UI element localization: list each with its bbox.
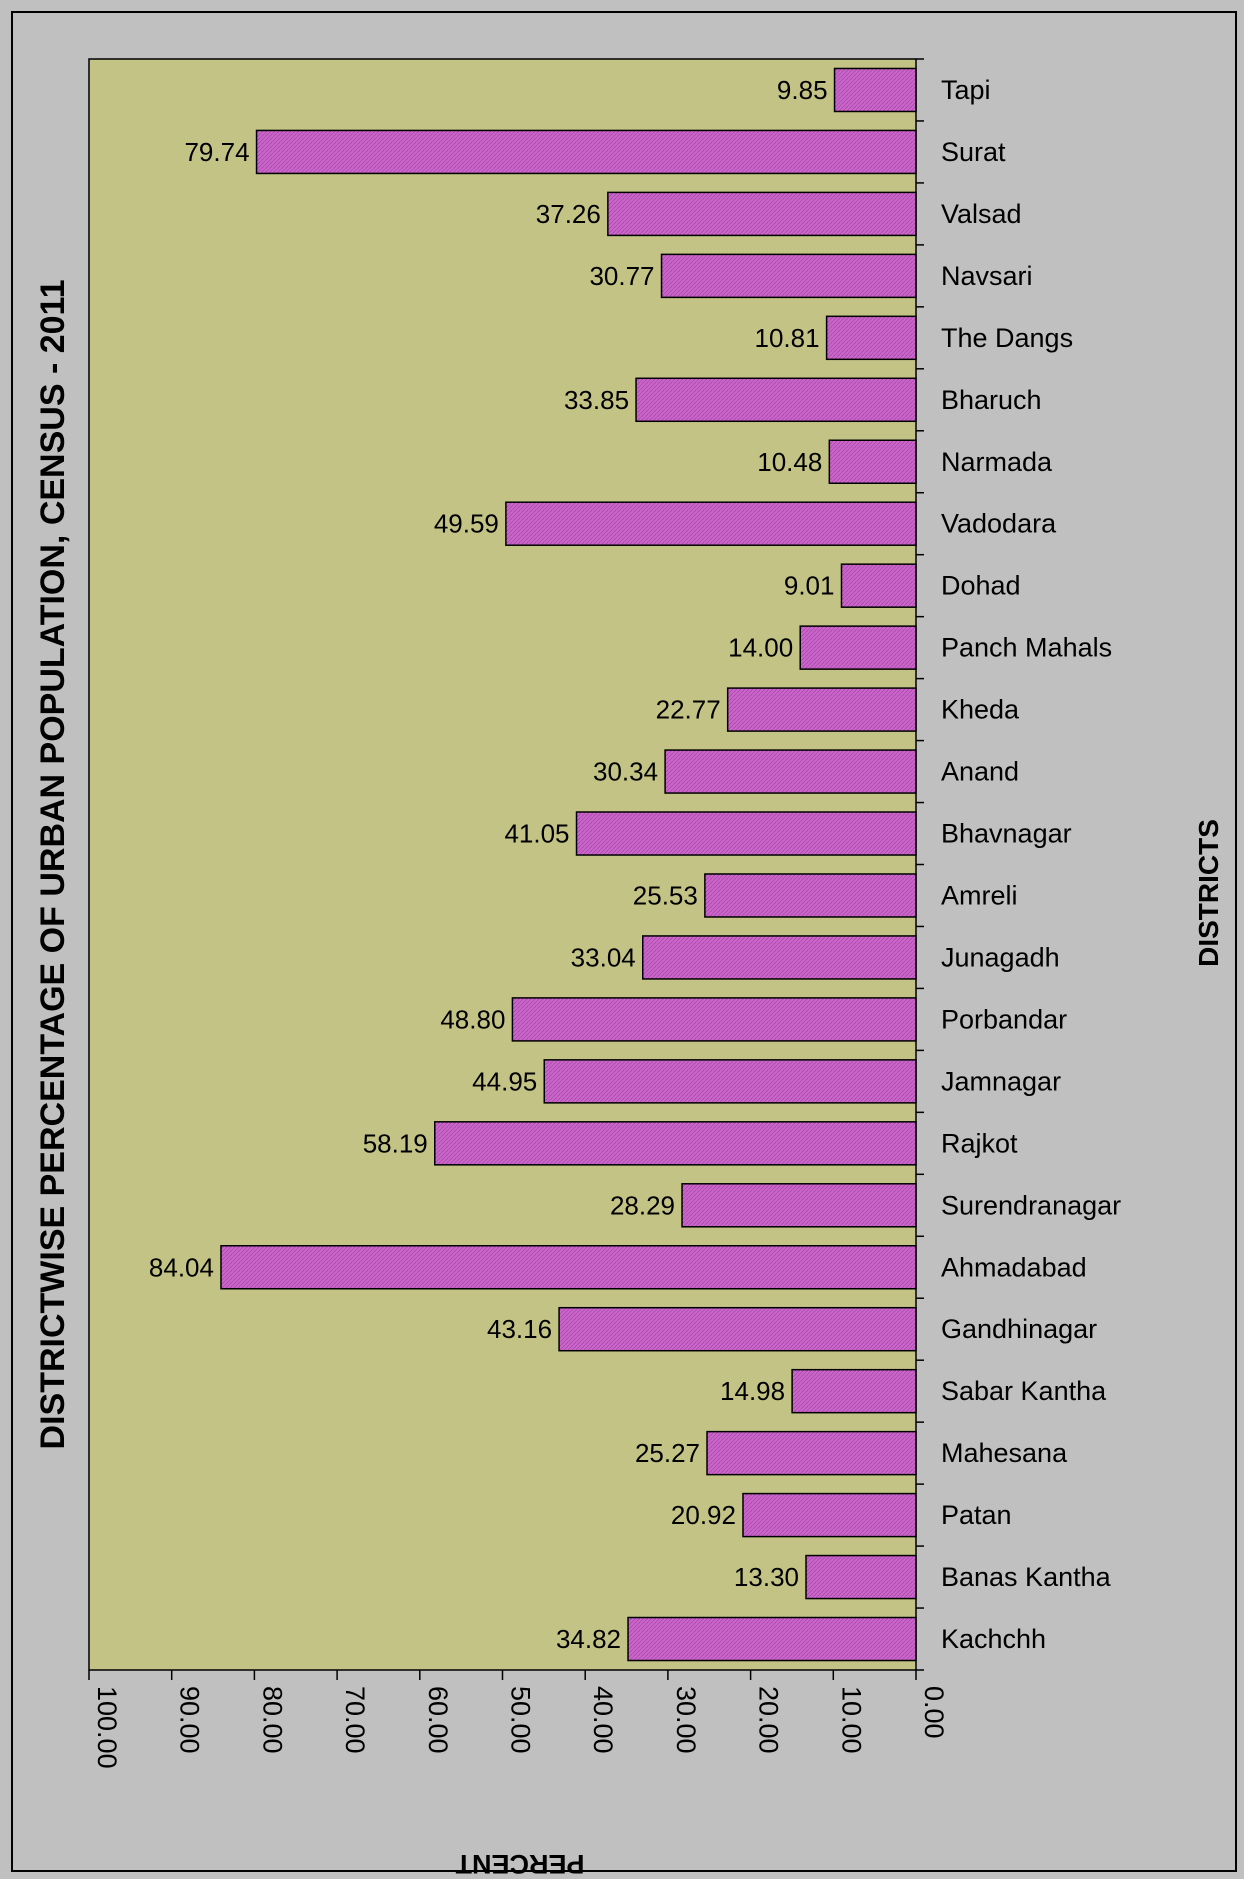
category-label: Patan xyxy=(941,1500,1012,1530)
category-label: Porbandar xyxy=(941,1004,1067,1034)
bar xyxy=(505,501,917,546)
category-label: Vadodara xyxy=(941,509,1057,539)
x-tick-label: 80.00 xyxy=(257,1686,287,1754)
category-label: Amreli xyxy=(941,880,1018,910)
bar xyxy=(255,129,917,175)
category-label: Bharuch xyxy=(941,385,1042,415)
category-label: Rajkot xyxy=(941,1128,1018,1158)
x-tick-label: 20.00 xyxy=(754,1686,784,1754)
value-label: 33.85 xyxy=(564,385,629,415)
bar xyxy=(791,1368,917,1414)
bar xyxy=(607,191,917,237)
category-label: Gandhinagar xyxy=(941,1314,1097,1344)
bar xyxy=(543,1059,917,1104)
value-label: 79.74 xyxy=(184,137,249,167)
value-label: 14.00 xyxy=(728,633,793,663)
bar xyxy=(575,811,917,856)
bar xyxy=(642,935,917,980)
category-label: Anand xyxy=(941,757,1019,787)
bar xyxy=(627,1616,917,1662)
value-label: 33.04 xyxy=(571,942,636,972)
bar-chart: 9.85 79.74 37.26 30.77 10.81 33.85 10.48 49.59 9… xyxy=(34,58,1224,1874)
value-labels-group: 9.85 79.74 37.26 30.77 10.81 33.85 10.48 49.59 9… xyxy=(149,75,835,1654)
bar xyxy=(825,315,917,361)
value-label: 28.29 xyxy=(610,1190,675,1220)
category-label: Dohad xyxy=(941,571,1021,601)
category-label: Jamnagar xyxy=(941,1066,1061,1096)
category-label: Narmada xyxy=(941,447,1053,477)
value-label: 34.82 xyxy=(556,1624,621,1654)
value-label: 10.81 xyxy=(755,323,820,353)
y-axis-label: DISTRICTS xyxy=(1193,819,1224,967)
bars-group xyxy=(220,67,917,1662)
value-label: 48.80 xyxy=(440,1004,505,1034)
x-axis: 100.00 90.00 80.00 70.00 60.00 50.00 40.00 30.0… xyxy=(88,58,949,1769)
value-label: 9.85 xyxy=(777,75,828,105)
plot-area xyxy=(88,58,917,1671)
bar xyxy=(805,1554,917,1600)
value-label: 44.95 xyxy=(472,1066,537,1096)
bar xyxy=(681,1183,917,1228)
bar xyxy=(660,253,917,299)
x-tick-label: 30.00 xyxy=(671,1686,701,1754)
value-label: 30.77 xyxy=(589,261,654,291)
bar xyxy=(706,1430,917,1476)
value-label: 43.16 xyxy=(487,1314,552,1344)
category-label: Panch Mahals xyxy=(941,633,1112,663)
value-label: 14.98 xyxy=(720,1376,785,1406)
bar xyxy=(664,749,917,794)
chart-title: DISTRICTWISE PERCENTAGE OF URBAN POPULAT… xyxy=(34,280,72,1450)
value-label: 37.26 xyxy=(536,199,601,229)
category-label: Tapi xyxy=(941,75,991,105)
category-label: Bhavnagar xyxy=(941,819,1072,849)
category-label: Valsad xyxy=(941,199,1022,229)
category-label: Banas Kantha xyxy=(941,1562,1112,1592)
category-label: Kachchh xyxy=(941,1624,1046,1654)
value-label: 58.19 xyxy=(363,1128,428,1158)
value-label: 25.27 xyxy=(635,1438,700,1468)
value-label: 13.30 xyxy=(734,1562,799,1592)
category-labels-group: Tapi Surat Valsad Navsari The Dangs Bharuch Na… xyxy=(941,75,1121,1654)
category-label: Navsari xyxy=(941,261,1033,291)
bar xyxy=(833,67,917,113)
bar xyxy=(434,1121,917,1166)
bar xyxy=(726,687,917,732)
x-tick-label: 70.00 xyxy=(340,1686,370,1754)
value-label: 41.05 xyxy=(504,819,569,849)
bar xyxy=(742,1492,917,1538)
x-tick-label: 100.00 xyxy=(92,1686,122,1769)
bar xyxy=(840,563,917,608)
x-tick-label: 60.00 xyxy=(423,1686,453,1754)
category-label: Surat xyxy=(941,137,1006,167)
category-label: Kheda xyxy=(941,695,1020,725)
x-axis-label: PERCENT xyxy=(455,1849,585,1874)
x-tick-label: 40.00 xyxy=(588,1686,618,1754)
bar xyxy=(704,873,917,918)
value-label: 20.92 xyxy=(671,1500,736,1530)
value-label: 9.01 xyxy=(784,571,835,601)
value-label: 84.04 xyxy=(149,1252,214,1282)
value-label: 49.59 xyxy=(434,509,499,539)
value-label: 22.77 xyxy=(656,695,721,725)
category-label: Ahmadabad xyxy=(941,1252,1087,1282)
bar xyxy=(220,1245,917,1290)
x-tick-label: 50.00 xyxy=(506,1686,536,1754)
category-label: Junagadh xyxy=(941,942,1060,972)
category-label: Mahesana xyxy=(941,1438,1068,1468)
x-tick-label: 0.00 xyxy=(919,1686,949,1739)
value-label: 10.48 xyxy=(757,447,822,477)
bar xyxy=(511,997,917,1042)
x-tick-label: 90.00 xyxy=(175,1686,205,1754)
value-label: 30.34 xyxy=(593,757,658,787)
category-label: Sabar Kantha xyxy=(941,1376,1107,1406)
x-tick-label: 10.00 xyxy=(836,1686,866,1754)
category-label: The Dangs xyxy=(941,323,1073,353)
bar xyxy=(558,1306,917,1352)
value-label: 25.53 xyxy=(633,880,698,910)
bar xyxy=(828,439,917,484)
bar xyxy=(635,377,917,423)
category-label: Surendranagar xyxy=(941,1190,1121,1220)
chart-frame: 9.85 79.74 37.26 30.77 10.81 33.85 10.48 49.59 9… xyxy=(11,11,1237,1874)
bar xyxy=(799,625,917,670)
